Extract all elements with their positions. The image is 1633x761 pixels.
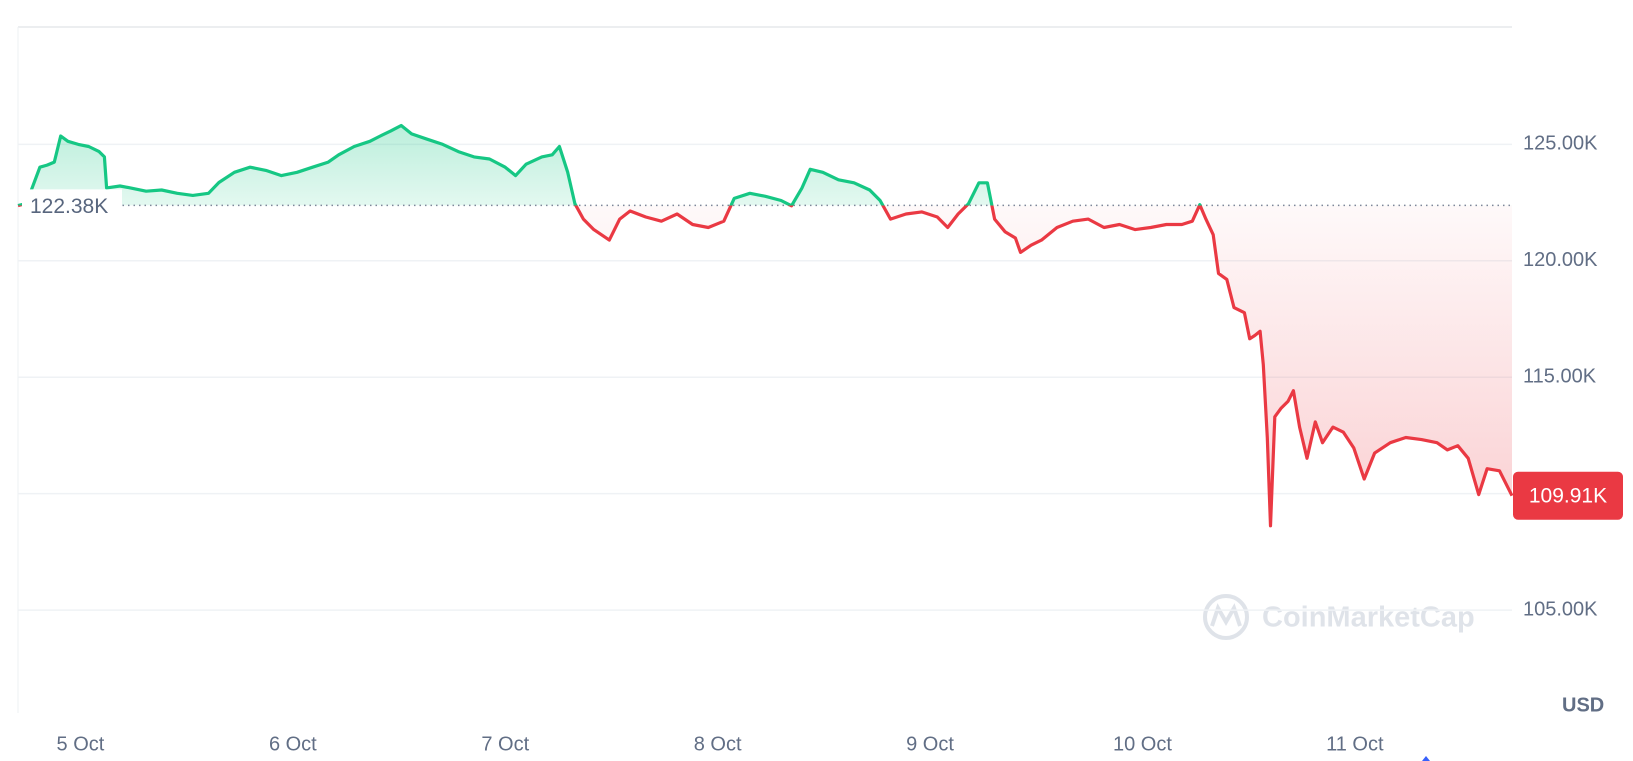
y-tick-label: 125.00K xyxy=(1523,133,1598,155)
x-tick-label: 5 Oct xyxy=(57,733,105,755)
watermark-text: CoinMarketCap xyxy=(1262,602,1475,634)
y-tick-label: 105.00K xyxy=(1523,598,1598,620)
x-tick-label: 11 Oct xyxy=(1326,733,1384,755)
scroll-indicator xyxy=(1422,756,1430,761)
last-price-label: 109.91K xyxy=(1529,484,1607,507)
watermark: CoinMarketCap xyxy=(1203,594,1475,640)
x-tick-label: 8 Oct xyxy=(694,733,742,755)
area xyxy=(18,125,1512,526)
watermark-logo xyxy=(1210,603,1242,627)
reference-label-bg xyxy=(22,189,122,220)
watermark-logo xyxy=(1203,594,1249,640)
x-tick-label: 6 Oct xyxy=(269,733,317,755)
x-tick-label: 9 Oct xyxy=(906,733,954,755)
last-price-badge xyxy=(1513,471,1623,520)
x-tick-label: 7 Oct xyxy=(481,733,529,755)
y-tick-label: 115.00K xyxy=(1523,365,1597,387)
reference-label: 122.38K xyxy=(30,195,108,218)
currency-label: USD xyxy=(1562,694,1604,716)
x-tick-label: 10 Oct xyxy=(1113,733,1172,755)
y-tick-label: 120.00K xyxy=(1523,249,1598,271)
price-line xyxy=(17,123,1514,528)
